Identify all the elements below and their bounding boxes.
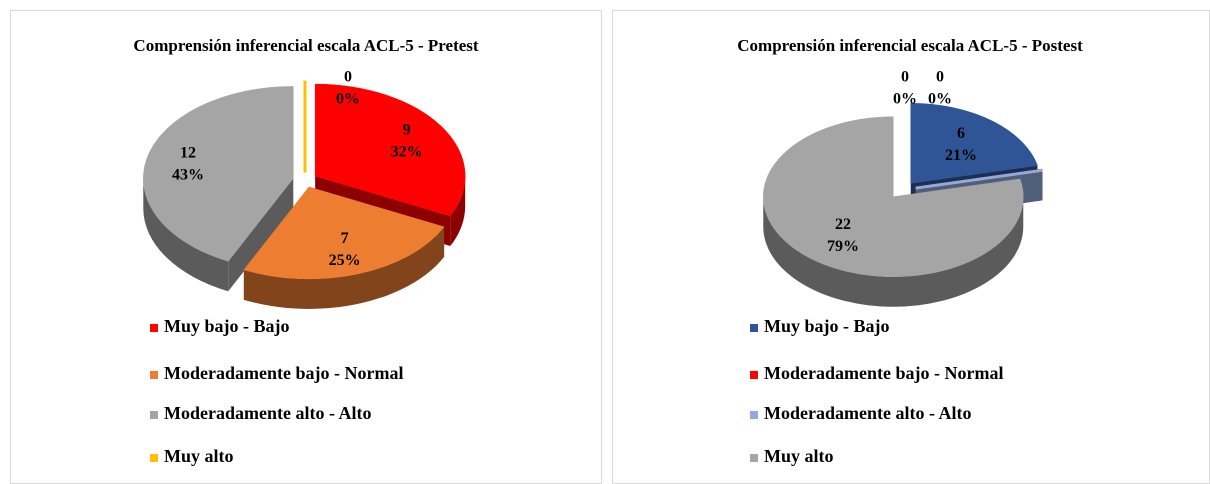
percent-label: 0% — [928, 91, 952, 108]
percent-label: 21% — [945, 147, 977, 164]
legend-marker — [750, 371, 758, 379]
data-label: 0 — [344, 69, 352, 86]
percent-label: 25% — [329, 252, 361, 269]
percent-label: 0% — [336, 91, 360, 108]
legend-label: Moderadamente bajo - Normal — [164, 363, 403, 383]
percent-label: 43% — [172, 166, 204, 183]
chart-title: Comprensión inferencial escala ACL-5 - P… — [737, 36, 1083, 55]
data-label: 6 — [957, 125, 965, 142]
legend-label: Muy alto — [764, 446, 834, 466]
slice — [314, 83, 466, 217]
chart-title: Comprensión inferencial escala ACL-5 - P… — [133, 36, 478, 55]
data-label: 22 — [835, 216, 851, 233]
pie-tops — [143, 80, 466, 280]
legend-label: Moderadamente bajo - Normal — [764, 363, 1003, 383]
slice-side — [143, 178, 229, 292]
legend-marker — [150, 371, 158, 379]
slice-side — [450, 176, 466, 247]
percent-label: 79% — [827, 238, 859, 255]
legend-marker — [150, 411, 158, 419]
slice-side — [763, 196, 1024, 307]
data-label: 9 — [403, 122, 411, 139]
slice — [763, 116, 1024, 277]
data-label: 0 — [936, 69, 944, 86]
data-label: 0 — [901, 69, 909, 86]
legend-label: Muy bajo - Bajo — [764, 316, 890, 336]
legend-marker — [150, 454, 158, 462]
data-label: 7 — [341, 230, 349, 247]
legend-label: Muy bajo - Bajo — [164, 316, 290, 336]
slice-face — [228, 178, 294, 292]
slice — [143, 86, 294, 262]
slice — [910, 103, 1038, 184]
legend-marker — [750, 324, 758, 332]
legend-marker — [150, 324, 158, 332]
legend-marker — [750, 411, 758, 419]
legend-label: Muy alto — [164, 446, 234, 466]
slice — [243, 186, 445, 280]
legend-label: Moderadamente alto - Alto — [164, 403, 371, 423]
legend-marker — [750, 454, 758, 462]
slice-side — [243, 226, 445, 309]
legend-label: Moderadamente alto - Alto — [764, 403, 971, 423]
percent-label: 0% — [893, 91, 917, 108]
pie-tops — [763, 103, 1043, 277]
data-label: 12 — [180, 144, 196, 161]
percent-label: 32% — [391, 144, 423, 161]
